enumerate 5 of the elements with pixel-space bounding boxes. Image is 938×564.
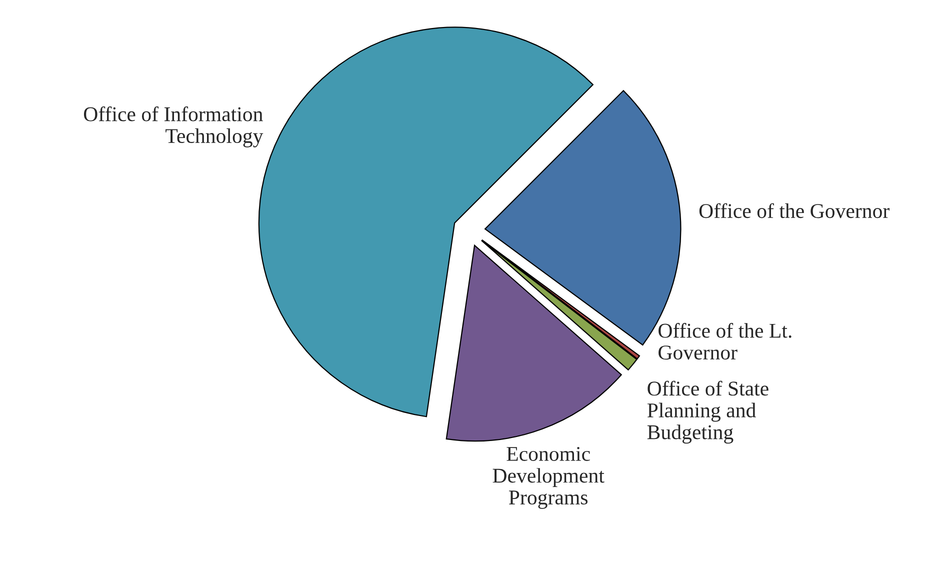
slice-label: Office of State Planning and Budgeting [647,380,768,444]
slice-label: Office of Information Technology [84,106,264,148]
slice-label: Economic Development Programs [492,446,604,509]
slice-label: Office of the Lt. Governor [658,322,792,360]
slice-label: Office of the Governor [699,203,890,218]
